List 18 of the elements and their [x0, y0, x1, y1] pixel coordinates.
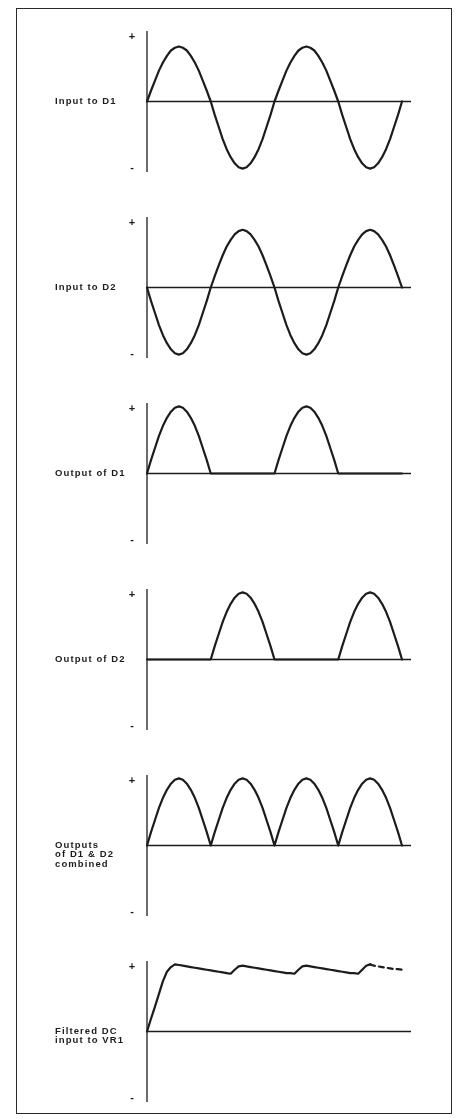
- text: -: [129, 718, 135, 732]
- y-axis-title: Input to D1: [55, 94, 117, 106]
- text: -: [129, 346, 135, 360]
- y-axis-title: Output of D1: [55, 466, 126, 478]
- y-axis-title: Input to D2: [55, 280, 117, 292]
- y-axis-title: Output of D2: [55, 652, 126, 664]
- text: +: [127, 401, 137, 415]
- text: -: [129, 904, 135, 918]
- text: +: [127, 587, 137, 601]
- text: +: [127, 773, 137, 787]
- text: +: [127, 29, 137, 43]
- text: -: [129, 160, 135, 174]
- text: -: [129, 532, 135, 546]
- y-axis-title: Outputs of D1 & D2 combined: [55, 838, 115, 869]
- text: -: [129, 1090, 135, 1104]
- text: +: [127, 959, 137, 973]
- text: +: [127, 215, 137, 229]
- y-axis-title: Filtered DC input to VR1: [55, 1024, 125, 1046]
